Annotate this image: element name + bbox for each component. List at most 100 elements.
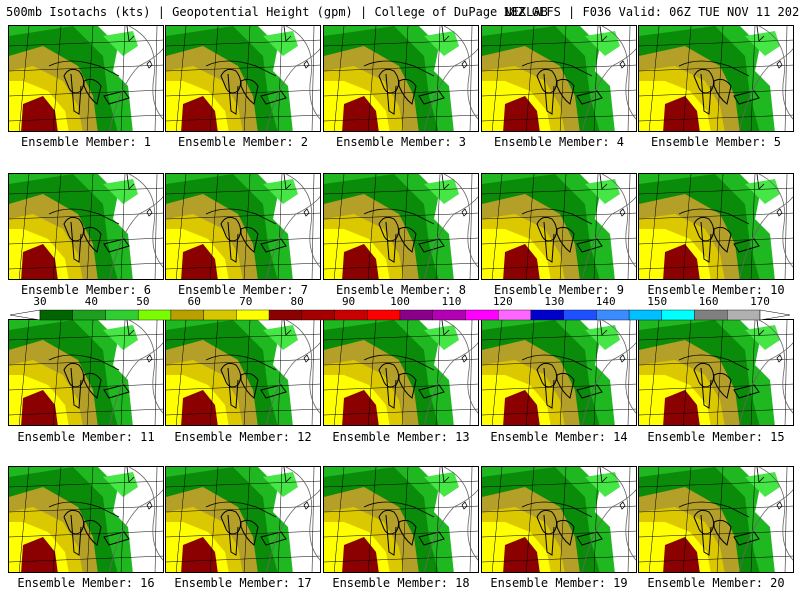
colorbar-segment xyxy=(334,309,368,321)
ensemble-label: Ensemble Member: 11 xyxy=(17,430,155,444)
ensemble-map xyxy=(9,320,163,425)
colorbar-label: 90 xyxy=(341,295,356,308)
ensemble-panel xyxy=(481,319,637,426)
ensemble-map xyxy=(166,26,320,131)
ensemble-panel xyxy=(165,319,321,426)
colorbar-segment xyxy=(236,309,270,321)
colorbar-segment xyxy=(465,309,499,321)
ensemble-panel xyxy=(638,25,794,132)
ensemble-map xyxy=(324,467,478,572)
colorbar-segment xyxy=(301,309,335,321)
ensemble-map xyxy=(324,320,478,425)
ensemble-map xyxy=(166,320,320,425)
colorbar-label: 50 xyxy=(136,295,150,308)
colorbar-label: 120 xyxy=(492,295,513,308)
ensemble-map xyxy=(482,320,636,425)
ensemble-panel xyxy=(323,173,479,280)
ensemble-label: Ensemble Member: 6 xyxy=(20,283,152,297)
colorbar-label: 160 xyxy=(698,295,719,308)
ensemble-map xyxy=(166,467,320,572)
ensemble-map xyxy=(482,26,636,131)
ensemble-map xyxy=(639,467,793,572)
colorbar-label: 150 xyxy=(647,295,668,308)
colorbar-segment xyxy=(72,309,106,321)
ensemble-map xyxy=(324,26,478,131)
header-run: 18Z GEFS | F036 Valid: 06Z TUE NOV 11 20… xyxy=(503,5,800,19)
ensemble-label: Ensemble Member: 4 xyxy=(493,135,625,149)
ensemble-panel xyxy=(8,25,164,132)
ensemble-label: Ensemble Member: 3 xyxy=(335,135,467,149)
colorbar-label: 140 xyxy=(595,295,616,308)
ensemble-map xyxy=(324,174,478,279)
colorbar-segment xyxy=(268,309,303,321)
ensemble-panel xyxy=(8,466,164,573)
colorbar-segment xyxy=(105,309,139,321)
colorbar-segment xyxy=(203,309,237,321)
colorbar-label: 70 xyxy=(239,295,253,308)
ensemble-panel xyxy=(323,466,479,573)
ensemble-map xyxy=(639,320,793,425)
colorbar-segment xyxy=(432,309,466,321)
ensemble-label: Ensemble Member: 2 xyxy=(177,135,309,149)
ensemble-panel xyxy=(481,466,637,573)
colorbar-segment xyxy=(399,309,433,321)
header: 500mb Isotachs (kts) | Geopotential Heig… xyxy=(0,0,800,24)
ensemble-map xyxy=(9,467,163,572)
ensemble-map xyxy=(9,174,163,279)
ensemble-label: Ensemble Member: 18 xyxy=(332,576,470,590)
colorbar-label: 110 xyxy=(441,295,462,308)
colorbar-label: 100 xyxy=(390,295,410,308)
ensemble-label: Ensemble Member: 12 xyxy=(174,430,312,444)
colorbar-label: 170 xyxy=(750,295,770,308)
ensemble-label: Ensemble Member: 9 xyxy=(493,283,625,297)
ensemble-panel xyxy=(165,25,321,132)
colorbar-label: 30 xyxy=(33,295,47,308)
ensemble-label: Ensemble Member: 7 xyxy=(177,283,309,297)
colorbar-segment xyxy=(39,309,73,321)
ensemble-panel xyxy=(638,466,794,573)
ensemble-map xyxy=(639,26,793,131)
colorbar-label: 40 xyxy=(84,295,99,308)
colorbar-segment xyxy=(530,309,564,321)
ensemble-label: Ensemble Member: 5 xyxy=(650,135,782,149)
ensemble-panel xyxy=(165,466,321,573)
ensemble-map xyxy=(9,26,163,131)
ensemble-map xyxy=(166,174,320,279)
ensemble-label: Ensemble Member: 14 xyxy=(490,430,628,444)
ensemble-label: Ensemble Member: 13 xyxy=(332,430,470,444)
ensemble-panel xyxy=(481,25,637,132)
ensemble-label: Ensemble Member: 8 xyxy=(335,283,467,297)
colorbar-segment xyxy=(661,309,695,321)
ensemble-map xyxy=(482,174,636,279)
header-title: 500mb Isotachs (kts) | Geopotential Heig… xyxy=(6,5,548,19)
colorbar-segment xyxy=(596,309,630,321)
colorbar-max-arrow xyxy=(759,309,791,321)
ensemble-label: Ensemble Member: 15 xyxy=(647,430,785,444)
ensemble-panel xyxy=(165,173,321,280)
ensemble-panel xyxy=(323,25,479,132)
colorbar-segment xyxy=(628,309,663,321)
colorbar-segment xyxy=(727,309,761,321)
colorbar: 30 40 50 60 70 80 90 100 110 120 130 140 150 160 170 xyxy=(0,296,800,322)
ensemble-label: Ensemble Member: 19 xyxy=(490,576,628,590)
ensemble-panel xyxy=(8,173,164,280)
colorbar-segment xyxy=(137,309,172,321)
colorbar-label: 80 xyxy=(290,295,304,308)
ensemble-panel xyxy=(638,173,794,280)
colorbar-label: 130 xyxy=(544,295,565,308)
ensemble-panel xyxy=(481,173,637,280)
ensemble-label: Ensemble Member: 16 xyxy=(17,576,155,590)
ensemble-panel xyxy=(8,319,164,426)
colorbar-segment xyxy=(367,309,401,321)
ensemble-panel xyxy=(638,319,794,426)
ensemble-label: Ensemble Member: 1 xyxy=(20,135,152,149)
ensemble-label: Ensemble Member: 10 xyxy=(647,283,785,297)
colorbar-bar xyxy=(9,309,791,321)
colorbar-label: 60 xyxy=(187,295,201,308)
colorbar-segment xyxy=(563,309,597,321)
colorbar-segment xyxy=(694,309,728,321)
ensemble-panel xyxy=(323,319,479,426)
colorbar-segment xyxy=(170,309,204,321)
ensemble-label: Ensemble Member: 20 xyxy=(647,576,785,590)
colorbar-segment xyxy=(497,309,532,321)
